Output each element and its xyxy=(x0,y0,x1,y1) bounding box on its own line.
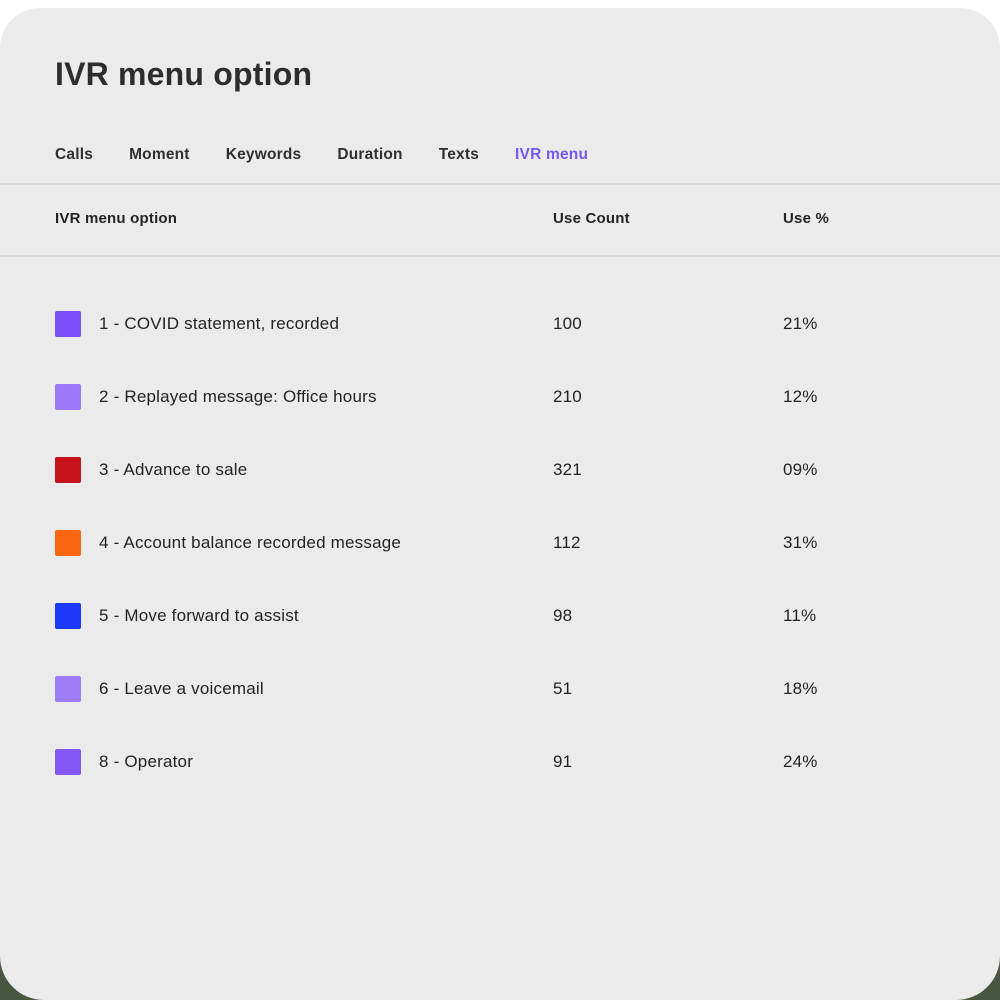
tab-texts[interactable]: Texts xyxy=(438,146,480,163)
row-option-label: 6 - Leave a voicemail xyxy=(99,678,264,698)
row-color-swatch xyxy=(55,456,81,483)
tab-ivr-menu[interactable]: IVR menu xyxy=(515,146,589,163)
column-header-use-pct: Use % xyxy=(783,210,830,227)
row-use-count: 98 xyxy=(553,605,573,625)
tab-moment[interactable]: Moment xyxy=(129,146,190,163)
table-row[interactable]: 3 - Advance to sale 321 09% xyxy=(0,433,1000,506)
tab-keywords[interactable]: Keywords xyxy=(225,146,302,163)
tab-bar: Calls Moment Keywords Duration Texts IVR… xyxy=(55,146,588,164)
table-row[interactable]: 8 - Operator 91 24% xyxy=(0,725,1000,798)
row-option-label: 5 - Move forward to assist xyxy=(99,605,299,625)
tab-calls[interactable]: Calls xyxy=(55,146,94,163)
row-use-pct: 24% xyxy=(783,751,818,771)
row-use-pct: 09% xyxy=(783,459,818,479)
row-use-pct: 11% xyxy=(783,605,817,625)
row-option-label: 2 - Replayed message: Office hours xyxy=(99,386,377,406)
row-use-pct: 21% xyxy=(783,313,818,333)
divider-below-tabs xyxy=(0,183,1000,185)
row-color-swatch xyxy=(55,383,81,410)
row-use-count: 100 xyxy=(553,313,582,333)
row-option-label: 3 - Advance to sale xyxy=(99,459,248,479)
tab-duration[interactable]: Duration xyxy=(337,146,403,163)
table-row[interactable]: 6 - Leave a voicemail 51 18% xyxy=(0,652,1000,725)
divider-below-header xyxy=(0,255,1000,257)
row-option-label: 8 - Operator xyxy=(99,751,194,771)
table-row[interactable]: 5 - Move forward to assist 98 11% xyxy=(0,579,1000,652)
row-color-swatch xyxy=(55,675,81,702)
table-header-row: IVR menu option Use Count Use % xyxy=(0,204,1000,234)
report-card: IVR menu option Calls Moment Keywords Du… xyxy=(0,8,1000,1000)
column-header-option: IVR menu option xyxy=(55,210,178,227)
row-color-swatch xyxy=(55,310,81,337)
row-color-swatch xyxy=(55,602,81,629)
table-body: 1 - COVID statement, recorded 100 21% 2 … xyxy=(0,287,1000,798)
row-color-swatch xyxy=(55,748,81,775)
row-color-swatch xyxy=(55,529,81,556)
row-use-pct: 12% xyxy=(783,386,818,406)
table-row[interactable]: 2 - Replayed message: Office hours 210 1… xyxy=(0,360,1000,433)
table-row[interactable]: 1 - COVID statement, recorded 100 21% xyxy=(0,287,1000,360)
table-row[interactable]: 4 - Account balance recorded message 112… xyxy=(0,506,1000,579)
row-use-count: 321 xyxy=(553,459,582,479)
row-use-count: 210 xyxy=(553,386,582,406)
page-title: IVR menu option xyxy=(55,56,313,92)
column-header-use-count: Use Count xyxy=(553,210,630,227)
row-option-label: 1 - COVID statement, recorded xyxy=(99,313,340,333)
row-option-label: 4 - Account balance recorded message xyxy=(99,532,402,552)
row-use-pct: 18% xyxy=(783,678,818,698)
row-use-count: 91 xyxy=(553,751,573,771)
row-use-count: 112 xyxy=(553,532,581,552)
row-use-pct: 31% xyxy=(783,532,818,552)
row-use-count: 51 xyxy=(553,678,573,698)
